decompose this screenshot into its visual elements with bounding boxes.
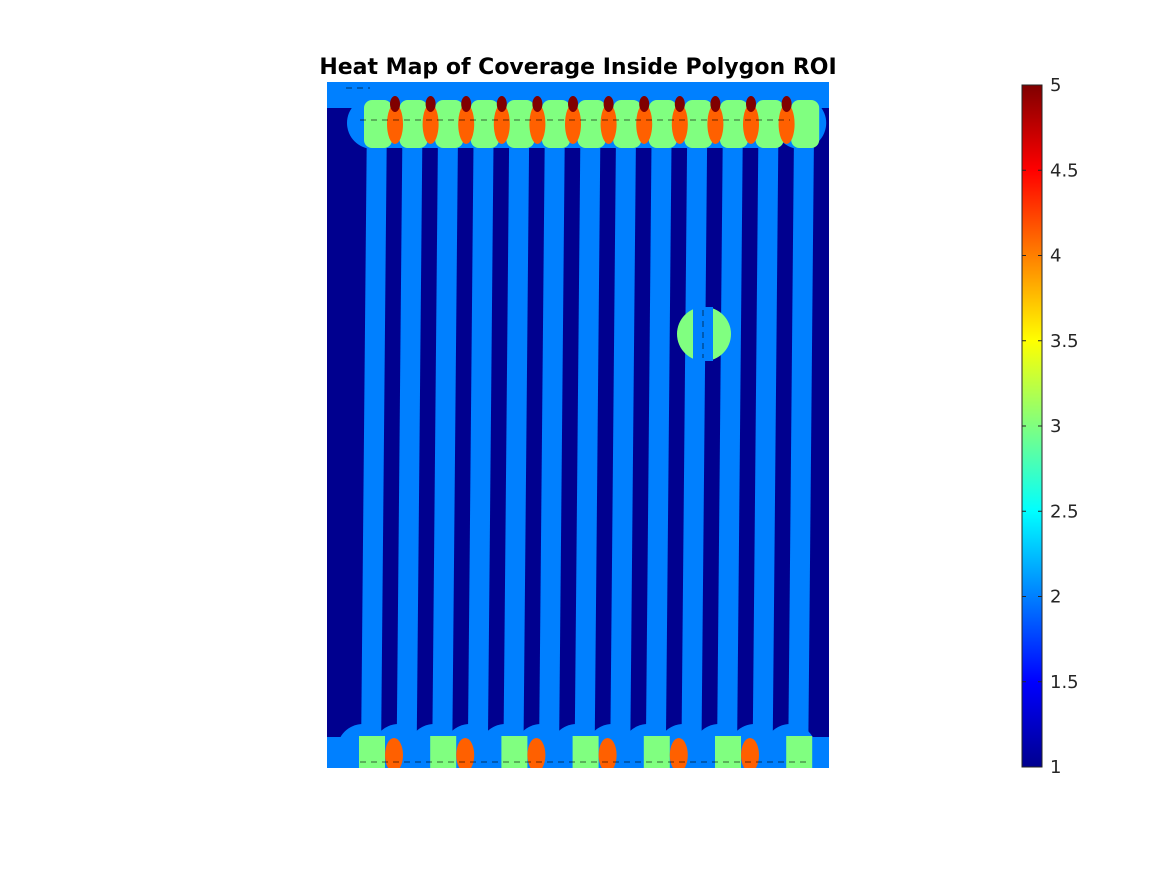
peak-overlap-top [671, 104, 688, 144]
max-overlap-cap [603, 96, 614, 112]
colorbar-tick-label: 5 [1050, 75, 1061, 96]
peak-overlap-top [743, 104, 759, 144]
overlap-zone-top [470, 100, 499, 148]
peak-overlap-top [565, 104, 581, 144]
overlap-zone-top [720, 100, 748, 148]
overlap-zone-top [435, 100, 464, 148]
colorbar-tick-label: 4 [1050, 246, 1061, 267]
sweep-strip [752, 112, 779, 756]
peak-overlap-top [707, 104, 724, 144]
peak-overlap-top [600, 104, 617, 144]
peak-overlap-top [778, 104, 795, 144]
colorbar-tick-label: 2.5 [1050, 501, 1079, 522]
peak-overlap-bottom [527, 738, 546, 768]
max-overlap-cap [461, 96, 472, 112]
chart-title: Heat Map of Coverage Inside Polygon ROI [319, 55, 836, 80]
max-overlap-cap [674, 96, 685, 112]
max-overlap-cap [781, 96, 792, 112]
peak-overlap-top [458, 104, 475, 144]
overlap-zone-top [613, 100, 642, 148]
overlap-zone-top [577, 100, 606, 148]
overlap-zone-top [364, 100, 392, 148]
sweep-strip [645, 112, 672, 756]
overlap-zone-top [684, 100, 713, 148]
max-overlap-cap [425, 96, 436, 112]
sweep-strip [432, 112, 459, 756]
colorbar: 1 1.5 2 2.5 3 3.5 4 4.5 5 [1021, 75, 1079, 778]
max-overlap-cap [639, 96, 650, 112]
peak-overlap-top [636, 104, 653, 144]
colorbar-tick-label: 2 [1050, 587, 1061, 608]
overlap-zone-top [791, 100, 820, 148]
peak-overlap-top [529, 104, 546, 144]
sweep-strip [788, 112, 815, 756]
max-overlap-cap [496, 96, 507, 112]
overlap-zone-bottom [786, 736, 813, 768]
overlap-zone-bottom [643, 736, 670, 768]
colorbar-tick-label: 4.5 [1050, 160, 1079, 181]
overlap-zone-top [648, 100, 677, 148]
sweep-strip [539, 112, 565, 756]
colorbar-tick-label: 3.5 [1050, 331, 1079, 352]
max-overlap-cap [568, 96, 578, 112]
path-trace [346, 87, 810, 763]
max-overlap-cap [746, 96, 756, 112]
peak-overlap-top [493, 104, 510, 144]
colorbar-tick-label: 1 [1050, 757, 1061, 778]
overlap-zone-bottom [430, 736, 457, 768]
sweep-strip [467, 112, 494, 756]
peak-overlap-top [387, 104, 403, 144]
max-overlap-cap [390, 96, 400, 112]
colorbar-tick-label: 1.5 [1050, 672, 1079, 693]
sweep-strip [574, 112, 601, 756]
colorbar-tick-label: 3 [1050, 416, 1061, 437]
sweep-strip [681, 112, 708, 756]
overlap-zone-bottom [359, 736, 385, 768]
sweep-strip [361, 112, 387, 756]
heatmap-plot-area [327, 82, 829, 768]
sweep-strip [396, 112, 423, 756]
overlap-zone-bottom [501, 736, 528, 768]
colorbar-ticks: 1 1.5 2 2.5 3 3.5 4 4.5 5 [1022, 75, 1079, 778]
overlap-zone-top [542, 100, 570, 148]
overlap-zone-bottom [572, 736, 599, 768]
sweep-strip [717, 112, 743, 756]
max-overlap-cap [710, 96, 721, 112]
overlap-zone-bottom [715, 736, 741, 768]
peak-overlap-bottom [456, 738, 475, 768]
peak-overlap-bottom [385, 738, 403, 768]
peak-overlap-bottom [741, 738, 759, 768]
peak-overlap-bottom [669, 738, 688, 768]
peak-overlap-top [422, 104, 439, 144]
overlap-zone-top [399, 100, 428, 148]
peak-overlap-bottom [598, 738, 617, 768]
sweep-strip [503, 112, 530, 756]
max-overlap-cap [532, 96, 543, 112]
overlap-zone-top [755, 100, 784, 148]
sweep-strip [610, 112, 637, 756]
overlap-zone-top [506, 100, 535, 148]
